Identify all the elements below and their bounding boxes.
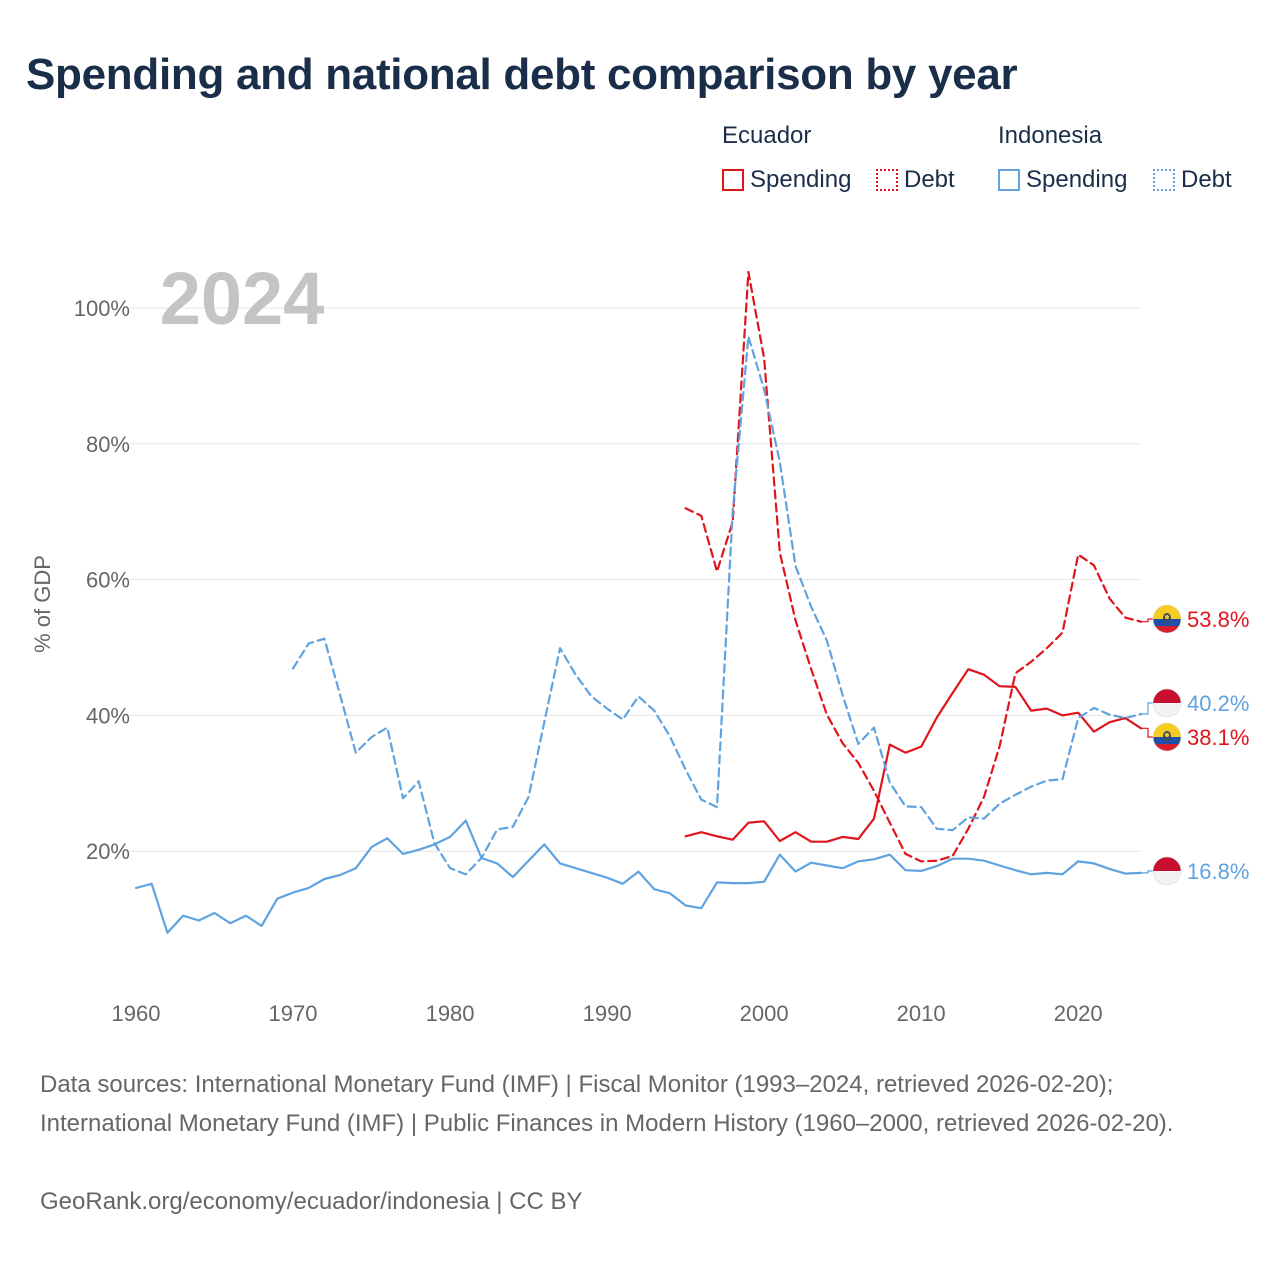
indonesia-flag-icon — [1152, 856, 1182, 886]
x-tick-label: 2000 — [740, 1001, 789, 1026]
series-lines — [134, 270, 1143, 934]
legend-label: Spending — [750, 166, 852, 193]
x-tick-label: 1990 — [583, 1001, 632, 1026]
end-connector — [1141, 727, 1153, 738]
legend-label: Spending — [1026, 166, 1128, 193]
series-line-indonesia-spending[interactable] — [134, 819, 1143, 934]
end-connector — [1141, 870, 1153, 874]
series-line-indonesia-debt[interactable] — [291, 335, 1143, 876]
series-line-ecuador-debt[interactable] — [684, 270, 1143, 863]
ecuador-flag-icon — [1152, 722, 1182, 752]
series-line-ecuador-spending[interactable] — [684, 668, 1143, 843]
end-value-label: 38.1% — [1187, 725, 1249, 750]
legend-swatch-ecuador-debt — [876, 169, 898, 191]
y-tick-label: 80% — [86, 432, 130, 457]
credit-link[interactable]: GeoRank.org/economy/ecuador/indonesia | … — [40, 1188, 583, 1215]
legend-swatch-indonesia-debt — [1153, 169, 1175, 191]
end-connector — [1141, 702, 1153, 715]
data-sources: Data sources: International Monetary Fun… — [40, 1071, 1174, 1137]
legend-swatch-ecuador-spending — [722, 169, 744, 191]
chart-title: Spending and national debt comparison by… — [26, 50, 1018, 99]
line-chart: 20% 40% 60% 80% 100% 1960 1970 1980 1990 2000 201… — [30, 257, 1249, 1026]
legend-group-ecuador: Ecuador — [722, 122, 812, 149]
legend-indonesia-spending[interactable]: Spending — [998, 166, 1127, 194]
y-tick-label: 100% — [74, 296, 130, 321]
legend-swatch-indonesia-spending — [998, 169, 1020, 191]
end-value-label: 40.2% — [1187, 691, 1249, 716]
y-axis-ticks: 20% 40% 60% 80% 100% — [74, 296, 130, 864]
y-tick-label: 20% — [86, 839, 130, 864]
end-connector — [1141, 618, 1153, 623]
legend-ecuador-spending[interactable]: Spending — [722, 166, 851, 194]
end-value-label: 16.8% — [1187, 859, 1249, 884]
legend-indonesia-debt[interactable]: Debt — [1153, 166, 1232, 194]
legend-ecuador-debt[interactable]: Debt — [876, 166, 955, 194]
year-label: 2024 — [160, 257, 325, 340]
x-tick-label: 2020 — [1054, 1001, 1103, 1026]
legend-group-indonesia: Indonesia — [998, 122, 1103, 149]
x-tick-label: 1980 — [426, 1001, 475, 1026]
gridlines — [130, 307, 1141, 852]
y-tick-label: 40% — [86, 703, 130, 728]
legend-label: Debt — [904, 166, 955, 193]
end-markers: 38.1% 53.8% 16.8% 40.2% — [1141, 604, 1249, 886]
x-tick-label: 2010 — [897, 1001, 946, 1026]
x-tick-label: 1960 — [112, 1001, 161, 1026]
y-tick-label: 60% — [86, 568, 130, 593]
end-value-label: 53.8% — [1187, 607, 1249, 632]
ecuador-flag-icon — [1152, 604, 1182, 634]
y-axis-label: % of GDP — [30, 555, 55, 653]
x-tick-label: 1970 — [269, 1001, 318, 1026]
legend-label: Debt — [1181, 166, 1232, 193]
indonesia-flag-icon — [1152, 688, 1182, 718]
x-axis-ticks: 1960 1970 1980 1990 2000 2010 2020 — [112, 1001, 1103, 1026]
